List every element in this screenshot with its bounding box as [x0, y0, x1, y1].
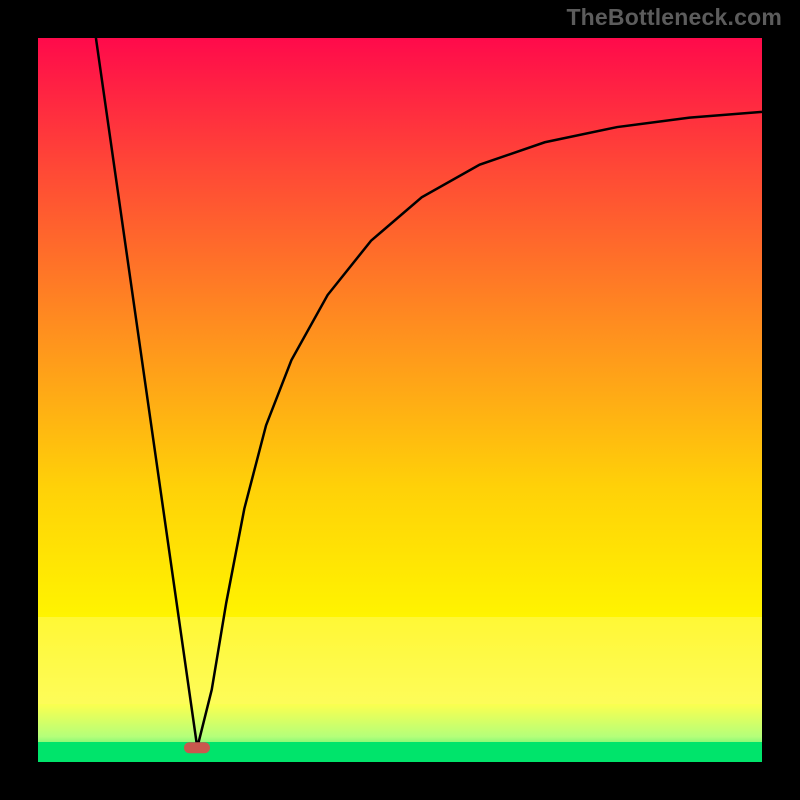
curve-svg	[38, 38, 762, 762]
plot-area	[38, 38, 762, 762]
chart-frame: TheBottleneck.com	[0, 0, 800, 800]
optimal-marker	[184, 742, 210, 754]
watermark-text: TheBottleneck.com	[566, 4, 782, 31]
bottleneck-curve	[96, 38, 762, 748]
